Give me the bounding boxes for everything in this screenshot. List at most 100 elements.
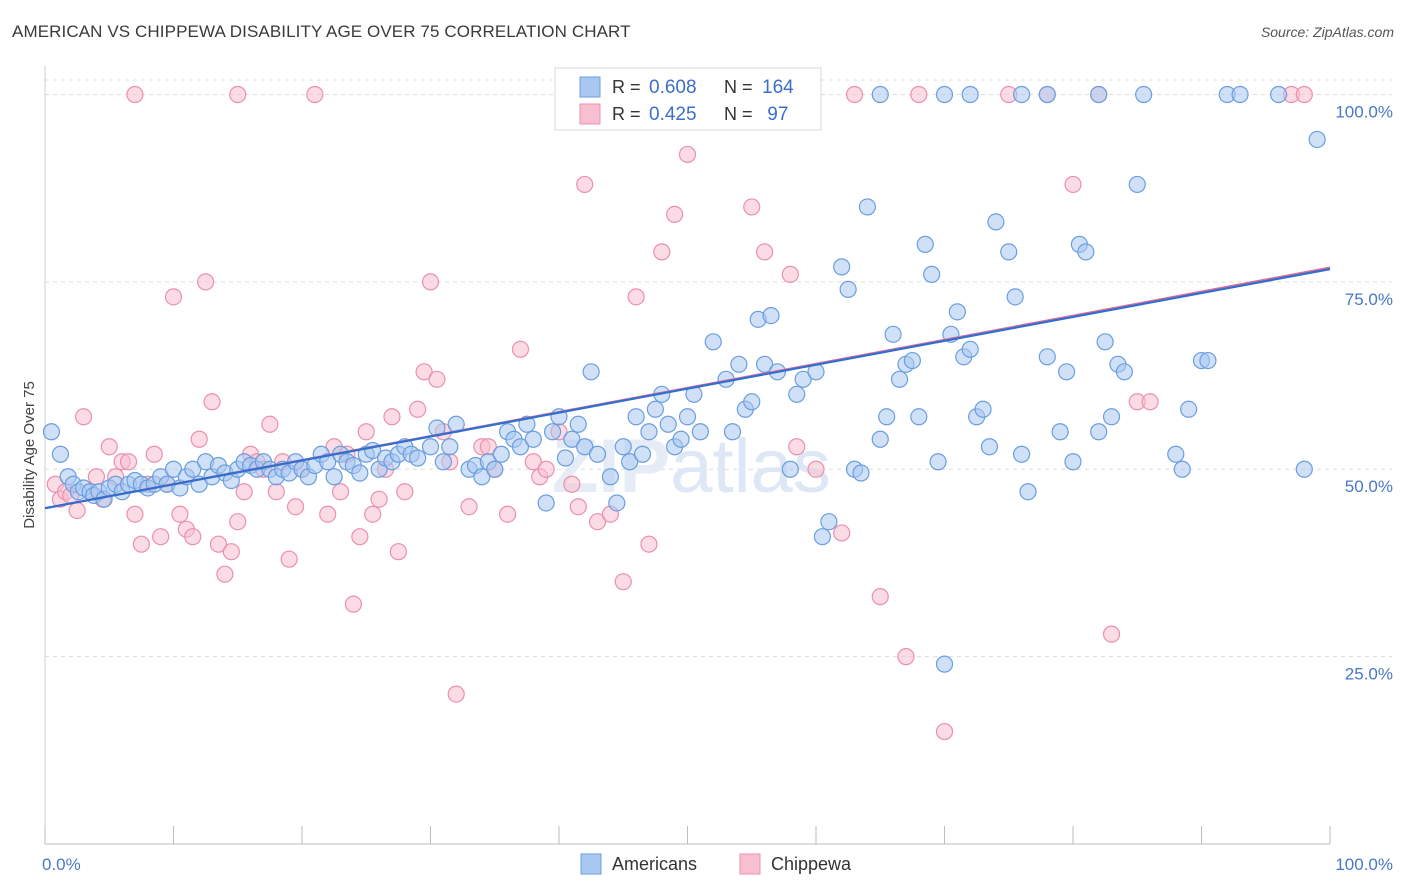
chippewa-point-54 (409, 400, 427, 418)
american-point-144 (1051, 423, 1069, 441)
american-point-142 (1019, 483, 1037, 501)
american-point-74 (524, 430, 542, 448)
american-point-86 (614, 438, 632, 456)
chippewa-point-100 (1141, 393, 1159, 411)
american-point-150 (1096, 333, 1114, 351)
y-tick-label-3: 100.0% (1335, 102, 1393, 121)
chippewa-point-52 (389, 543, 407, 561)
chart-source: Source: ZipAtlas.com (1260, 24, 1394, 40)
american-point-139 (1000, 243, 1018, 261)
chippewa-point-38 (286, 498, 305, 516)
bottom-legend-swatch-americans (580, 853, 602, 875)
chippewa-point-25 (203, 393, 221, 411)
american-point-158 (1180, 400, 1198, 418)
chippewa-point-80 (666, 205, 684, 224)
legend-r-label-chippewa: R = (612, 104, 641, 124)
american-point-138 (987, 213, 1005, 231)
bottom-legend-swatch-chippewa (739, 853, 761, 875)
american-point-101 (723, 423, 742, 441)
chippewa-point-66 (511, 340, 530, 358)
chippewa-point-69 (537, 460, 555, 478)
trend-lines (44, 266, 1331, 510)
american-point-75 (537, 494, 555, 512)
chippewa-point-26 (209, 535, 228, 553)
chippewa-point-98 (1102, 625, 1121, 643)
american-point-104 (743, 393, 761, 411)
american-point-91 (646, 400, 664, 418)
american-point-90 (640, 423, 658, 441)
chippewa-point-88 (833, 524, 851, 542)
american-point-62 (441, 438, 459, 456)
american-point-165 (1308, 130, 1326, 149)
chippewa-point-17 (152, 528, 170, 546)
x-tick-label-max: 100.0% (1335, 855, 1393, 874)
american-point-114 (820, 513, 838, 531)
american-point-76 (543, 423, 562, 441)
chippewa-point-30 (235, 483, 253, 501)
american-point-83 (588, 445, 607, 463)
chippewa-point-57 (428, 370, 446, 388)
american-point-166 (871, 85, 889, 104)
american-point-99 (704, 333, 722, 351)
legend-r-label-americans: R = (612, 77, 641, 97)
chippewa-point-19 (164, 288, 183, 306)
american-point-156 (1167, 445, 1185, 463)
american-point-115 (833, 258, 851, 276)
axes (44, 66, 1331, 845)
legend-box: R = 0.608 N = 164 R = 0.425 N = 97 (554, 67, 822, 131)
chippewa-point-48 (364, 505, 382, 523)
american-point-78 (556, 449, 575, 467)
chippewa-point-51 (383, 408, 401, 426)
chippewa-point-56 (421, 273, 440, 291)
legend-r-value-chippewa: 0.425 (649, 104, 697, 125)
chippewa-point-61 (460, 498, 478, 516)
american-point-102 (730, 355, 748, 373)
chippewa-point-89 (845, 85, 864, 104)
american-point-127 (916, 235, 934, 253)
chippewa-point-14 (132, 535, 150, 553)
american-point-89 (633, 445, 652, 463)
american-point-44 (319, 453, 337, 471)
y-tick-label-1: 50.0% (1345, 477, 1393, 496)
chippewa-point-72 (569, 498, 587, 516)
chippewa-point-7 (87, 468, 106, 486)
chippewa-point-49 (370, 490, 388, 508)
chippewa-point-28 (222, 543, 240, 561)
chippewa-point-40 (306, 85, 324, 104)
chippewa-point-9 (100, 438, 118, 456)
chippewa-point-27 (216, 565, 234, 583)
gridlines (45, 79, 1392, 658)
chippewa-point-74 (588, 513, 607, 531)
chippewa-point-79 (653, 243, 671, 261)
american-point-45 (325, 468, 343, 486)
chippewa-point-71 (563, 475, 581, 493)
american-point-164 (1295, 460, 1313, 478)
bottom-legend: Americans Chippewa (580, 853, 852, 875)
chippewa-point-65 (499, 505, 517, 523)
chippewa-point-77 (627, 288, 645, 306)
legend-n-label-americans: N = (724, 77, 753, 97)
chippewa-point-76 (614, 573, 632, 591)
american-point-148 (1077, 243, 1095, 261)
chippewa-point-41 (319, 505, 337, 523)
american-point-157 (1173, 460, 1191, 478)
american-point-23 (184, 460, 202, 478)
legend-swatch-chippewa (579, 103, 601, 125)
american-point-167 (935, 85, 954, 104)
x-tick-label-min: 0.0% (42, 855, 81, 874)
american-point-113 (813, 528, 832, 546)
american-point-119 (858, 198, 877, 216)
chippewa-point-13 (126, 505, 144, 523)
bottom-legend-americans: Americans (612, 854, 697, 874)
american-point-163 (1269, 85, 1288, 104)
american-point-59 (421, 438, 440, 456)
chippewa-point-4 (68, 501, 86, 520)
chippewa-point-12 (119, 453, 138, 471)
tick-labels: 25.0% 50.0% 75.0% 100.0% 0.0% 100.0% (42, 102, 1393, 874)
chart-title: AMERICAN VS CHIPPEWA DISABILITY AGE OVER… (12, 22, 631, 41)
american-point-122 (884, 325, 902, 343)
chippewa-point-86 (788, 438, 806, 456)
chippewa-point-55 (415, 363, 433, 381)
legend-n-label-chippewa: N = (724, 104, 753, 124)
chippewa-point-87 (807, 460, 825, 478)
